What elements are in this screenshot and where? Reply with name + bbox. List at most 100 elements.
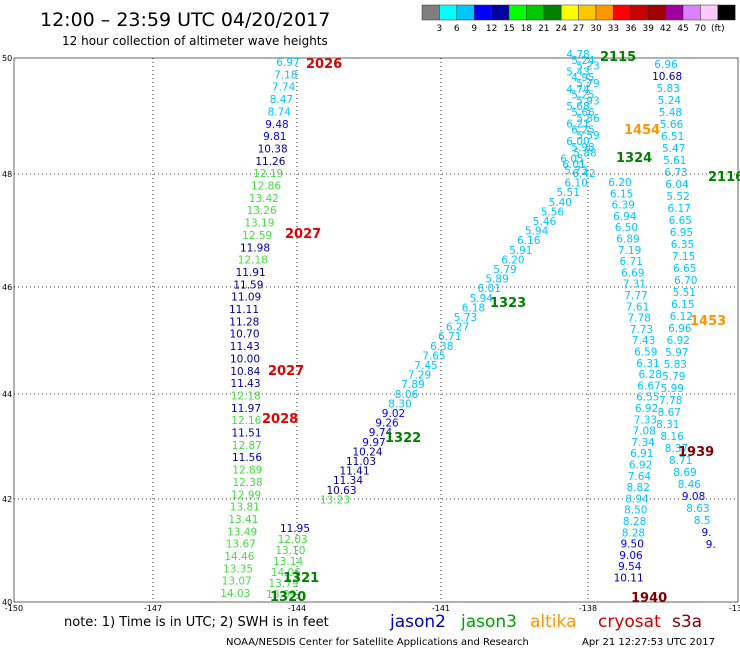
wave-height-value: 13.49 <box>227 526 257 538</box>
wave-height-value: 6.71 <box>438 331 461 343</box>
lon-label: -144 <box>288 604 306 613</box>
wave-height-value: 6.28 <box>639 369 662 381</box>
colorbar-swatch <box>682 4 701 21</box>
colorbar-label: 21 <box>538 24 549 34</box>
wave-height-value: 12.18 <box>231 390 261 402</box>
wave-height-value: 9. <box>701 527 711 539</box>
wave-height-value: 5.51 <box>673 287 696 299</box>
wave-height-value: 8.28 <box>623 516 646 528</box>
wave-height-value: 13.79 <box>268 578 298 590</box>
wave-height-value: 6.55 <box>636 392 659 404</box>
wave-height-value: 8.50 <box>624 505 647 517</box>
wave-height-value: 12.99 <box>231 489 261 501</box>
wave-height-value: 7.34 <box>631 437 655 449</box>
lat-label: 46 <box>2 283 12 292</box>
wave-height-value: 6.73 <box>664 167 687 179</box>
colorbar-label: 42 <box>660 24 671 34</box>
wave-height-value: 11.03 <box>346 456 376 468</box>
wave-height-value: 10.70 <box>229 329 259 341</box>
wave-height-value: 8.67 <box>658 407 681 419</box>
wave-height-value: 5.88 <box>573 148 596 160</box>
wave-height-value: 7.89 <box>401 379 424 391</box>
wave-height-value: 9.48 <box>265 119 288 131</box>
colorbar-label: 36 <box>625 24 637 34</box>
wave-height-value: 6.96 <box>654 59 678 71</box>
wave-height-value: 7.61 <box>626 301 649 313</box>
wave-height-value: 11.34 <box>333 475 363 487</box>
wave-height-value: 4.74 <box>566 84 590 96</box>
wave-height-value: 6.59 <box>634 347 657 359</box>
track-time-label: 2028 <box>262 412 298 427</box>
wave-height-value: 7.64 <box>628 471 652 483</box>
wave-height-value: 13.35 <box>223 563 253 575</box>
wave-height-value: 5.89 <box>485 274 508 286</box>
wave-height-value: 8.5 <box>694 515 711 527</box>
colorbar-swatch <box>613 4 632 21</box>
wave-height-value: 11.09 <box>231 292 261 304</box>
wave-height-value: 5.47 <box>662 143 685 155</box>
wave-height-value: 9.81 <box>263 131 286 143</box>
wave-height-value: 5.97 <box>665 347 688 359</box>
colorbar-label: (ft) <box>711 24 725 34</box>
wave-height-value: 6.15 <box>610 188 633 200</box>
lon-labels: -150 -147 -144 -141 -138 -135 <box>5 604 740 613</box>
track-time-label: 2026 <box>306 57 342 72</box>
colorbar-swatch <box>508 4 527 21</box>
lon-label: -150 <box>5 604 23 613</box>
colorbar-label: 33 <box>608 24 619 34</box>
legend-cryosat: cryosat <box>598 612 661 632</box>
wave-height-value: 11.28 <box>229 316 259 328</box>
map-subtitle: 12 hour collection of altimeter wave hei… <box>62 34 328 48</box>
wave-height-value: 7.43 <box>632 335 655 347</box>
wave-height-value: 7.19 <box>618 245 641 257</box>
wave-height-value: 12.59 <box>242 230 272 242</box>
wave-height-value: 5.24 <box>658 95 682 107</box>
wave-height-value: 9.06 <box>619 550 643 562</box>
wave-height-value: 6.97 <box>276 57 299 69</box>
wave-height-value: 9.02 <box>382 408 405 420</box>
wave-height-value: 7.65 <box>422 350 445 362</box>
wave-height-value: 7.77 <box>624 290 647 302</box>
colorbar-swatch <box>491 4 510 21</box>
wave-height-value: 6.05 <box>560 153 583 165</box>
lat-label: 48 <box>2 170 12 179</box>
wave-height-value: 14.46 <box>224 551 254 563</box>
wave-height-value: 10.00 <box>230 353 260 365</box>
wave-height-value: 9.50 <box>621 539 644 551</box>
wave-height-value: 6.91 <box>630 448 653 460</box>
wave-height-value: 5.40 <box>549 197 572 209</box>
wave-height-value: 12.03 <box>278 534 308 546</box>
colorbar-swatch <box>543 4 562 21</box>
track-time-label: 2027 <box>268 364 304 379</box>
wave-height-value: 5.98 <box>571 142 594 154</box>
colorbar-swatch <box>526 4 545 21</box>
wave-height-value: 5.52 <box>666 191 689 203</box>
legend-jason3: jason3 <box>460 612 517 632</box>
wave-height-value: 7.33 <box>634 414 657 426</box>
wave-height-value: 11.95 <box>280 523 310 535</box>
colorbar-label: 12 <box>486 24 497 34</box>
lat-labels: 50 48 46 44 42 40 <box>2 54 12 607</box>
wave-height-value: 6.92 <box>635 403 658 415</box>
wave-height-value: 6.96 <box>668 323 692 335</box>
wave-height-value: 6.38 <box>430 341 453 353</box>
legend-altika: altika <box>530 612 577 632</box>
wave-height-value: 9.97 <box>362 437 385 449</box>
wave-height-value: 13.81 <box>230 502 260 514</box>
colorbar-label: 27 <box>573 24 584 34</box>
wave-height-value: 5.66 <box>660 119 684 131</box>
wave-height-value: 6.12 <box>670 311 693 323</box>
wave-height-value: 11.91 <box>236 267 266 279</box>
wave-height-value: 5.48 <box>659 107 682 119</box>
lat-label: 40 <box>2 598 12 607</box>
wave-height-value: 6.65 <box>673 263 696 275</box>
wave-height-value: 6.01 <box>478 283 501 295</box>
colorbar-swatch <box>630 4 649 21</box>
satellite-legend: jason2 jason3 altika cryosat s3a <box>389 612 702 632</box>
track-track-east-mid: 6.206.156.396.946.506.897.196.716.697.31… <box>608 177 662 585</box>
wave-height-value: 6.31 <box>636 358 659 370</box>
wave-height-value: 6.27 <box>446 322 469 334</box>
colorbar-swatch <box>421 4 440 21</box>
wave-height-value: 6.70 <box>674 275 697 287</box>
wave-height-value: 8.94 <box>625 493 649 505</box>
